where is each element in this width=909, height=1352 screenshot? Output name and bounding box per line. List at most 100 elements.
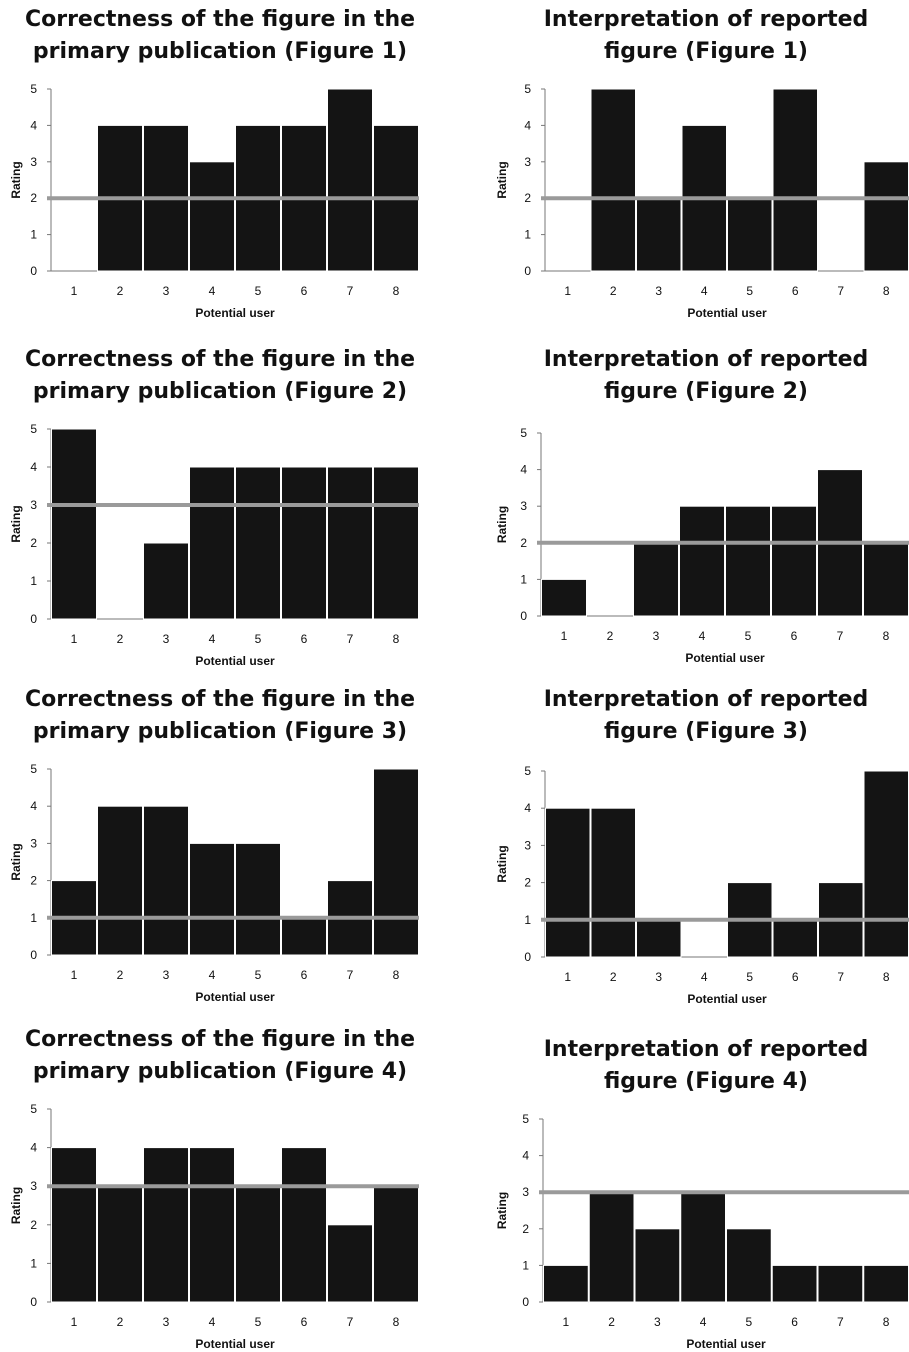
x-tick-label: 8 <box>393 632 400 646</box>
x-tick-label: 1 <box>563 1315 570 1329</box>
y-tick-label: 1 <box>522 1258 529 1272</box>
x-tick-label: 8 <box>883 970 890 984</box>
y-tick-label: 0 <box>30 948 37 962</box>
bar <box>235 842 281 956</box>
y-tick-label: 0 <box>520 609 527 623</box>
bar <box>771 505 817 617</box>
bar <box>636 919 682 958</box>
y-tick-label: 0 <box>30 612 37 626</box>
chart-title-line: Interpretation of reported <box>543 687 869 712</box>
y-tick-label: 4 <box>30 118 37 132</box>
chart-title: Interpretation of reported figure (Figur… <box>486 684 909 748</box>
y-tick-label: 3 <box>30 836 37 850</box>
bar <box>189 842 235 956</box>
bar <box>189 1147 235 1303</box>
x-tick-label: 8 <box>883 284 890 298</box>
chart-panel-1: Correctness of the figure in the primary… <box>0 0 440 330</box>
x-tick-label: 8 <box>393 284 400 298</box>
bar <box>189 466 235 620</box>
chart-title-line: Correctness of the figure in the <box>24 687 416 712</box>
y-axis-label: Rating <box>495 506 509 543</box>
x-tick-label: 1 <box>71 968 78 982</box>
y-tick-label: 0 <box>524 950 531 964</box>
y-tick-label: 4 <box>520 463 527 477</box>
bar <box>590 88 636 272</box>
y-tick-label: 4 <box>524 801 531 815</box>
chart-title: Correctness of the figure in the primary… <box>0 344 440 408</box>
bar <box>373 466 419 620</box>
y-axis-label: Rating <box>9 505 23 542</box>
bar <box>281 466 327 620</box>
chart-panel-4: Interpretation of reported figure (Figur… <box>486 340 909 670</box>
y-tick-label: 0 <box>30 264 37 278</box>
y-tick-label: 3 <box>30 498 37 512</box>
y-tick-label: 5 <box>30 1102 37 1116</box>
chart-svg: 0 1 2 3 4 5 1 2 3 4 5 6 7 8 Potential user Rating <box>495 764 909 1006</box>
chart-svg: 0 1 2 3 4 5 1 2 3 4 5 6 7 8 Potential user Rating <box>9 762 419 1004</box>
y-tick-label: 1 <box>524 913 531 927</box>
x-tick-label: 6 <box>301 968 308 982</box>
chart-panel-2: Interpretation of reported figure (Figur… <box>486 0 909 330</box>
x-tick-label: 5 <box>255 1315 262 1329</box>
x-tick-label: 5 <box>255 284 262 298</box>
x-tick-label: 8 <box>393 968 400 982</box>
x-tick-label: 6 <box>792 284 799 298</box>
x-axis-label: Potential user <box>687 306 767 320</box>
chart-title-line: primary publication (Figure 4) <box>32 1059 408 1084</box>
bar <box>863 770 909 958</box>
chart-title-line: Correctness of the figure in the <box>24 1027 416 1052</box>
x-tick-label: 4 <box>209 1315 216 1329</box>
x-tick-label: 3 <box>163 968 170 982</box>
y-axis-label: Rating <box>9 1187 23 1224</box>
y-tick-label: 2 <box>30 874 37 888</box>
chart-svg: 0 1 2 3 4 5 1 2 3 4 5 6 7 8 Potential user Rating <box>9 1102 419 1351</box>
chart-title-line: Correctness of the figure in the <box>24 347 416 372</box>
chart-title-line: primary publication (Figure 2) <box>32 379 408 404</box>
x-tick-label: 7 <box>837 629 844 643</box>
y-tick-label: 1 <box>520 572 527 586</box>
bar <box>543 1264 589 1303</box>
x-axis-label: Potential user <box>195 306 275 320</box>
bar <box>281 917 327 956</box>
y-tick-label: 5 <box>30 762 37 776</box>
bar <box>590 807 636 958</box>
chart-title: Correctness of the figure in the primary… <box>0 684 440 748</box>
x-tick-label: 5 <box>255 968 262 982</box>
chart-svg: 0 1 2 3 4 5 1 2 3 4 5 6 7 8 Potential user Rating <box>9 82 419 320</box>
x-tick-label: 7 <box>347 1315 354 1329</box>
x-tick-label: 7 <box>837 284 844 298</box>
chart-title: Interpretation of reported figure (Figur… <box>486 4 909 68</box>
bar <box>327 1224 373 1303</box>
chart-title-line: figure (Figure 2) <box>604 379 808 404</box>
bar <box>726 1228 772 1303</box>
bar <box>327 466 373 620</box>
chart-svg: 0 1 2 3 4 5 1 2 3 4 5 6 7 8 Potential user Rating <box>495 82 909 320</box>
y-tick-label: 3 <box>30 1179 37 1193</box>
bar <box>189 161 235 272</box>
bar <box>51 428 97 620</box>
x-axis-label: Potential user <box>195 990 275 1004</box>
chart-panel-5: Correctness of the figure in the primary… <box>0 680 440 1010</box>
x-tick-label: 8 <box>883 629 890 643</box>
x-tick-label: 3 <box>163 1315 170 1329</box>
x-tick-label: 3 <box>653 629 660 643</box>
bar <box>373 768 419 956</box>
x-tick-label: 1 <box>71 284 78 298</box>
y-tick-label: 5 <box>524 764 531 778</box>
x-tick-label: 6 <box>301 284 308 298</box>
x-axis-label: Potential user <box>685 651 765 665</box>
bar <box>235 1185 281 1303</box>
x-tick-label: 1 <box>564 970 571 984</box>
y-tick-label: 2 <box>30 536 37 550</box>
x-tick-label: 3 <box>654 1315 661 1329</box>
y-tick-label: 0 <box>524 264 531 278</box>
bar <box>143 542 189 620</box>
y-axis-label: Rating <box>495 161 509 198</box>
x-tick-label: 3 <box>163 632 170 646</box>
chart-title-line: primary publication (Figure 1) <box>32 39 408 64</box>
y-tick-label: 3 <box>524 155 531 169</box>
bar <box>679 505 725 617</box>
y-tick-label: 3 <box>524 838 531 852</box>
bar <box>771 1264 818 1303</box>
x-tick-label: 1 <box>561 629 568 643</box>
